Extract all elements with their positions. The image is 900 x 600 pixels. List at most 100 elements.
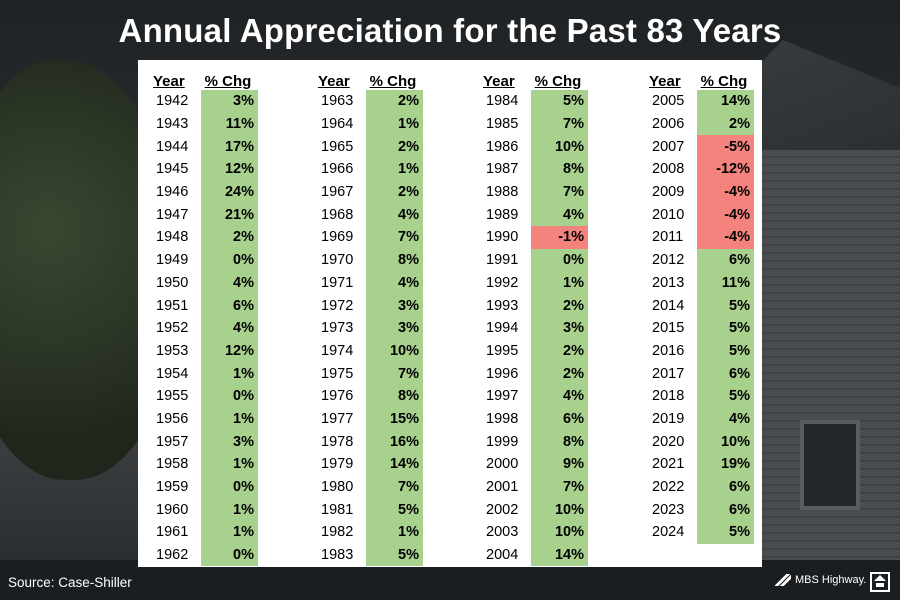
pct-change-cell: 0% — [201, 384, 258, 408]
year-cell: 1944 — [156, 138, 189, 155]
table-row: 2014 5% — [644, 294, 754, 317]
table-row: 1973 3% — [313, 316, 423, 340]
brand-logo: MBS Highway. — [775, 574, 866, 586]
pct-change-cell: 1% — [201, 521, 258, 544]
table-row: 2019 4% — [644, 407, 754, 431]
table-row: 1944 17% — [148, 135, 258, 159]
pct-change-cell: 2% — [531, 339, 588, 363]
brand-name: MBS Highway. — [795, 574, 867, 586]
table-row: 2004 14% — [478, 543, 588, 567]
table-row: 1963 2% — [313, 90, 423, 113]
year-cell: 1957 — [156, 433, 189, 450]
pct-change-cell: 14% — [697, 90, 754, 113]
table-block-1: Year% Chg 1942 3% 1943 11% 1944 17% 1945 12% 1946… — [148, 66, 258, 567]
year-cell: 1992 — [486, 274, 519, 291]
pct-change-cell: 5% — [697, 384, 754, 408]
table-row: 1996 2% — [478, 362, 588, 385]
table-row: 1945 12% — [148, 158, 258, 181]
table-row: 1997 4% — [478, 384, 588, 408]
table-row: 1986 10% — [478, 135, 588, 159]
year-cell: 1976 — [321, 388, 354, 405]
table-row: 2024 5% — [644, 521, 754, 544]
year-cell: 1971 — [321, 274, 354, 291]
table-row: 1960 1% — [148, 498, 258, 522]
year-cell: 2008 — [652, 161, 685, 178]
year-cell: 1997 — [486, 388, 519, 405]
pct-change-cell: 2% — [201, 226, 258, 249]
table-header: Year % Chg — [644, 66, 754, 90]
pct-change-cell: 1% — [366, 158, 423, 181]
table-row: 1958 1% — [148, 453, 258, 476]
year-cell: 1954 — [156, 365, 189, 382]
year-cell: 1972 — [321, 297, 354, 314]
table-row: 2005 14% — [644, 90, 754, 113]
year-cell: 1980 — [321, 479, 354, 496]
table-header: Year % Chg — [148, 66, 258, 90]
table-row: 1946 24% — [148, 180, 258, 204]
table-row: 1950 4% — [148, 271, 258, 295]
pct-change-cell: 12% — [201, 339, 258, 363]
table-row: 1952 4% — [148, 316, 258, 340]
pct-change-cell: 2% — [366, 180, 423, 204]
year-cell: 2012 — [652, 252, 685, 269]
table-row: 1948 2% — [148, 226, 258, 249]
table-row: 1985 7% — [478, 112, 588, 136]
year-cell: 1968 — [321, 206, 354, 223]
table-row: 1953 12% — [148, 339, 258, 363]
page-title: Annual Appreciation for the Past 83 Year… — [118, 12, 782, 49]
year-cell: 2022 — [652, 479, 685, 496]
pct-change-cell: 0% — [201, 475, 258, 499]
pct-change-cell: 5% — [366, 543, 423, 567]
table-block-3: Year % Chg 1984 5% 1985 7% 1986 10% 1987 8% 1988 7%… — [478, 66, 588, 567]
year-cell: 1955 — [156, 388, 189, 405]
pct-change-cell: 3% — [201, 90, 258, 113]
pct-change-cell: 5% — [697, 316, 754, 340]
table-row: 2012 6% — [644, 248, 754, 272]
table-row: 1994 3% — [478, 316, 588, 340]
header-year: Year — [649, 73, 681, 90]
pct-change-cell: 2% — [366, 90, 423, 113]
table-row: 1962 0% — [148, 543, 258, 567]
table-row: 1949 0% — [148, 248, 258, 272]
year-cell: 1965 — [321, 138, 354, 155]
header-pct-change: % Chg — [204, 73, 252, 90]
source-note: Source: Case-Shiller — [8, 575, 132, 590]
table-row: 1956 1% — [148, 407, 258, 431]
table-row: 1969 7% — [313, 226, 423, 249]
table-row: 1971 4% — [313, 271, 423, 295]
year-cell: 1950 — [156, 274, 189, 291]
year-cell: 1986 — [486, 138, 519, 155]
year-cell: 1943 — [156, 116, 189, 133]
table-row: 2018 5% — [644, 384, 754, 408]
table-row: 1964 1% — [313, 112, 423, 136]
appreciation-table: Year% Chg 1942 3% 1943 11% 1944 17% 1945 12% 1946… — [138, 60, 762, 567]
year-cell: 1952 — [156, 320, 189, 337]
pct-change-cell: 1% — [201, 498, 258, 522]
table-row: 2007 -5% — [644, 135, 754, 159]
year-cell: 2013 — [652, 274, 685, 291]
pct-change-cell: 10% — [531, 521, 588, 544]
table-row: 1992 1% — [478, 271, 588, 295]
header-pct-change: % Chg — [700, 73, 748, 90]
year-cell: 2014 — [652, 297, 685, 314]
pct-change-cell: 7% — [366, 362, 423, 385]
pct-change-cell: 5% — [366, 498, 423, 522]
year-cell: 1949 — [156, 252, 189, 269]
year-cell: 1978 — [321, 433, 354, 450]
pct-change-cell: 10% — [366, 339, 423, 363]
pct-change-cell: 8% — [531, 158, 588, 181]
table-row: 2010 -4% — [644, 203, 754, 227]
pct-change-cell: 6% — [201, 294, 258, 317]
table-row: 2008 -12% — [644, 158, 754, 181]
table-row: 2013 11% — [644, 271, 754, 295]
table-row: 2000 9% — [478, 453, 588, 476]
table-row: 2022 6% — [644, 475, 754, 499]
year-cell: 1961 — [156, 524, 189, 541]
year-cell: 1979 — [321, 456, 354, 473]
pct-change-cell: 7% — [531, 112, 588, 136]
table-row: 1957 3% — [148, 430, 258, 453]
table-block-4: Year% Chg 2005 14% 2006 2% 2007 -5% 2008 -12% 200… — [644, 66, 754, 544]
year-cell: 1964 — [321, 116, 354, 133]
table-row: 1965 2% — [313, 135, 423, 159]
year-cell: 1982 — [321, 524, 354, 541]
